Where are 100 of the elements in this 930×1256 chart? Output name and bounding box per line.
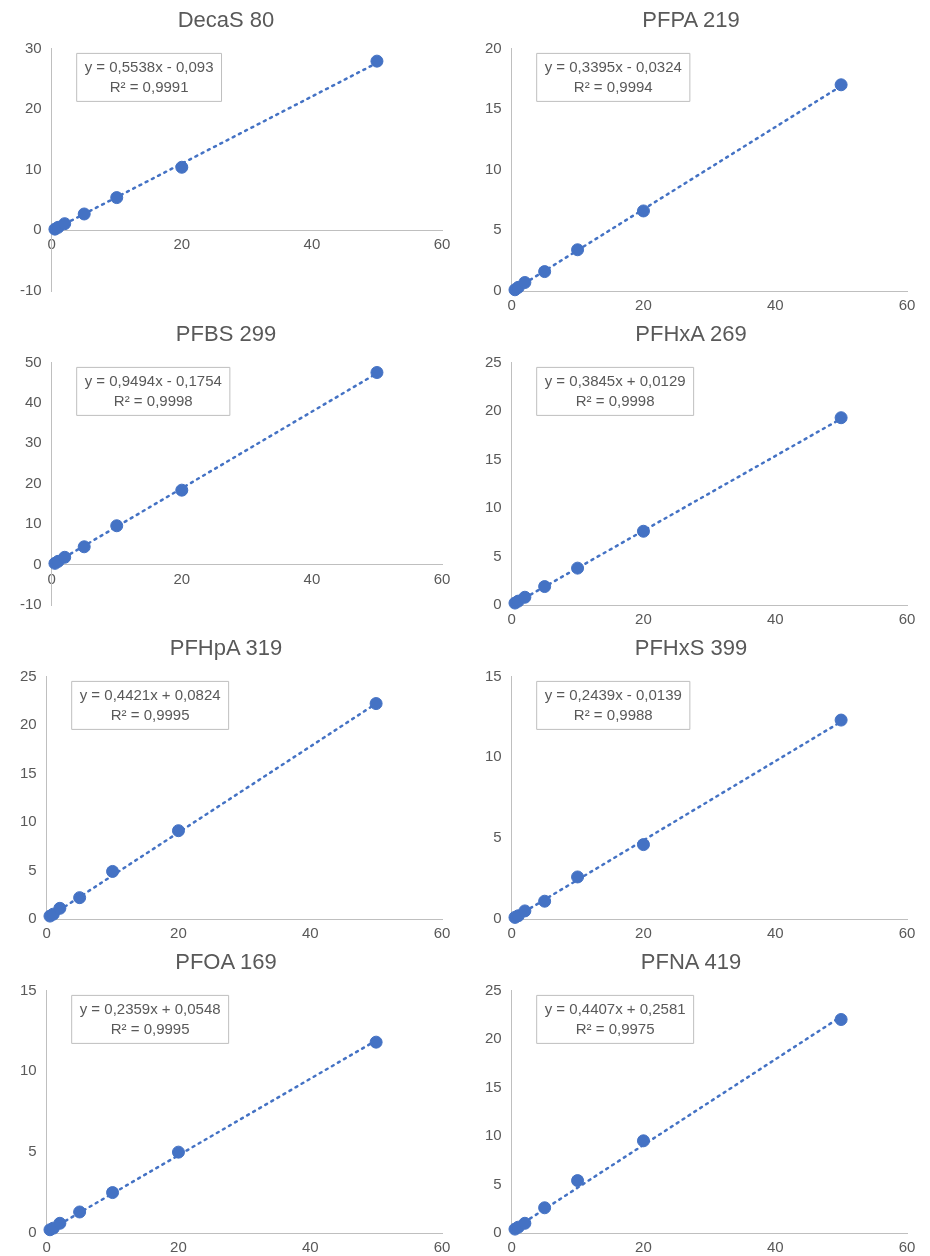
- chart-title: PFHxA 269: [635, 321, 747, 347]
- y-tick-label: 20: [24, 99, 42, 117]
- annotation: y = 0,2359x + 0,0548: [79, 999, 221, 1017]
- annotation: y = 0,4421x + 0,0824: [79, 685, 221, 703]
- y-tick-label: 0: [493, 595, 502, 613]
- x-tick-label: 20: [170, 924, 187, 942]
- x-tick-label: 20: [635, 924, 652, 942]
- x-tick-label: 20: [173, 569, 191, 587]
- x-tick-label: 20: [635, 610, 652, 628]
- annotation: R² = 0,9998: [113, 391, 193, 409]
- point: [834, 411, 848, 425]
- point: [171, 1145, 185, 1159]
- x-tick-label: 60: [898, 610, 916, 628]
- y-tick-label: 5: [493, 546, 502, 564]
- y-tick-label: 25: [20, 666, 37, 684]
- point: [106, 1186, 120, 1200]
- annotation: R² = 0,9988: [573, 705, 653, 723]
- y-tick-label: 10: [485, 747, 502, 765]
- x-tick-label: 60: [433, 569, 451, 587]
- y-tick-label: 5: [28, 860, 37, 878]
- chart-title: PFNA 419: [640, 949, 742, 975]
- annotation: R² = 0,9991: [109, 77, 189, 95]
- point: [834, 713, 848, 727]
- point: [571, 1174, 585, 1188]
- x-tick-label: 20: [635, 296, 652, 314]
- x-tick-label: 40: [766, 610, 784, 628]
- point: [834, 1013, 848, 1027]
- point: [110, 191, 124, 205]
- x-tick-label: 40: [766, 924, 784, 942]
- point: [110, 519, 124, 533]
- point: [58, 550, 72, 564]
- annotation: R² = 0,9995: [110, 1019, 190, 1037]
- annotation: y = 0,2439x - 0,0139: [544, 685, 682, 703]
- chart-title: PFHxS 399: [634, 635, 748, 661]
- point: [175, 160, 189, 174]
- x-tick-label: 40: [301, 924, 319, 942]
- y-tick-label: 5: [493, 828, 502, 846]
- point: [538, 894, 552, 908]
- y-tick-label: 40: [24, 392, 42, 410]
- annotation: R² = 0,9994: [573, 77, 653, 95]
- x-tick-label: 0: [507, 1238, 516, 1256]
- y-tick-label: 30: [24, 38, 42, 56]
- y-tick-label: 25: [485, 352, 502, 370]
- y-tick-label: 5: [493, 1174, 502, 1192]
- y-tick-label: 0: [28, 909, 37, 927]
- point: [538, 1201, 552, 1215]
- point: [538, 265, 552, 279]
- chart-title: PFBS 299: [175, 321, 277, 347]
- point: [53, 1216, 67, 1230]
- x-tick-label: 0: [507, 610, 516, 628]
- point: [636, 524, 650, 538]
- y-tick-label: 10: [485, 159, 502, 177]
- point: [369, 697, 383, 711]
- y-tick-label: 15: [485, 99, 502, 117]
- y-tick-label: 10: [20, 1061, 37, 1079]
- point: [369, 1035, 383, 1049]
- x-tick-label: 40: [766, 296, 784, 314]
- point: [370, 366, 384, 380]
- annotation: y = 0,4407x + 0,2581: [544, 999, 686, 1017]
- point: [518, 1216, 532, 1230]
- y-tick-label: 5: [28, 1142, 37, 1160]
- y-tick-label: 15: [485, 449, 502, 467]
- y-tick-label: 0: [33, 554, 42, 572]
- annotation: R² = 0,9975: [575, 1019, 655, 1037]
- x-tick-label: 60: [433, 924, 451, 942]
- point: [77, 207, 91, 221]
- x-tick-label: 20: [170, 1238, 187, 1256]
- y-tick-label: 10: [20, 812, 37, 830]
- y-tick-label: 10: [485, 1126, 502, 1144]
- y-tick-label: 10: [24, 159, 42, 177]
- annotation: y = 0,3395x - 0,0324: [544, 57, 682, 75]
- y-tick-label: -10: [19, 595, 42, 613]
- x-tick-label: 40: [301, 1238, 319, 1256]
- chart-title: PFHpA 319: [169, 635, 283, 661]
- point: [370, 54, 384, 68]
- point: [636, 838, 650, 852]
- y-tick-label: 25: [485, 980, 502, 998]
- x-tick-label: 40: [303, 569, 321, 587]
- annotation: R² = 0,9998: [575, 391, 655, 409]
- x-tick-label: 20: [173, 235, 191, 253]
- point: [73, 891, 87, 905]
- x-tick-label: 60: [433, 1238, 451, 1256]
- point: [106, 864, 120, 878]
- point: [58, 217, 72, 231]
- point: [73, 1205, 87, 1219]
- y-tick-label: 0: [493, 281, 502, 299]
- y-tick-label: 30: [24, 433, 42, 451]
- y-tick-label: 15: [20, 763, 37, 781]
- point: [834, 78, 848, 92]
- y-tick-label: 50: [24, 352, 42, 370]
- y-tick-label: 15: [485, 666, 502, 684]
- y-tick-label: 20: [485, 38, 502, 56]
- point: [518, 590, 532, 604]
- point: [171, 824, 185, 838]
- point: [518, 904, 532, 918]
- x-tick-label: 60: [898, 924, 916, 942]
- y-tick-label: 0: [493, 909, 502, 927]
- x-tick-label: 60: [898, 1238, 916, 1256]
- chart-title: PFOA 169: [175, 949, 277, 975]
- annotation: R² = 0,9995: [110, 705, 190, 723]
